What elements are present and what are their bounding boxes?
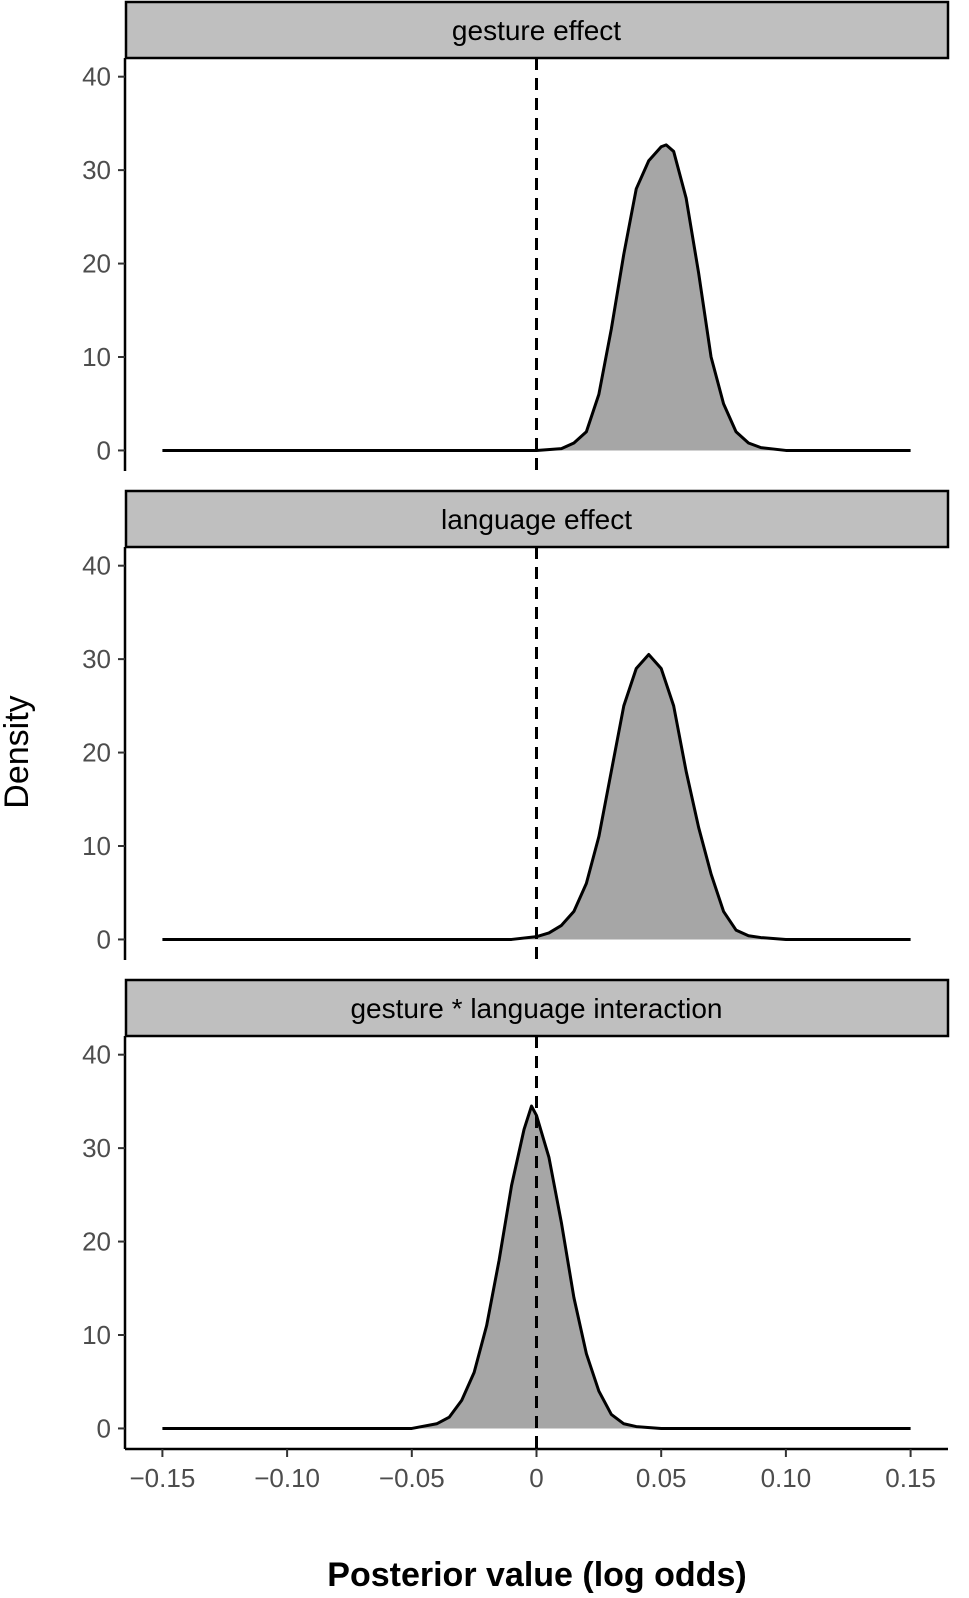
y-tick-label: 0 [97,1413,111,1443]
y-tick-label: 30 [82,155,111,185]
y-tick-label: 0 [97,435,111,465]
facets-layer: gesture effect 0 10 20 30 40 language effect 0 1… [82,0,950,1449]
facet-panel: gesture effect 0 10 20 30 40 [82,0,950,471]
y-tick-label: 10 [82,1320,111,1350]
facet-strip-label: language effect [441,504,632,535]
density-line [162,1104,911,1430]
facet-strip-label: gesture * language interaction [350,993,722,1024]
y-tick-label: 20 [82,1227,111,1257]
x-tick-label: −0.15 [130,1463,196,1493]
y-tick-label: 0 [97,924,111,954]
facet-panel: gesture * language interaction 0 10 20 30 40 [82,978,950,1449]
y-tick-label: 20 [82,249,111,279]
x-tick-label: 0 [529,1463,543,1493]
x-axis-title: Posterior value (log odds) [327,1556,746,1594]
facet-strip-label: gesture effect [452,15,621,46]
density-line [162,652,911,941]
x-tick-label: −0.10 [254,1463,320,1493]
y-tick-label: 10 [82,342,111,372]
x-tick-label: 0.05 [636,1463,687,1493]
facet-panel: language effect 0 10 20 30 40 [82,489,950,960]
y-tick-label: 30 [82,1133,111,1163]
x-tick-label: 0.10 [761,1463,812,1493]
density-line [162,143,911,452]
x-tick-label: 0.15 [885,1463,936,1493]
x-axis: −0.15 −0.10 −0.05 0 0.05 0.10 0.15 [125,1447,948,1493]
y-axis-title: Density [0,695,36,808]
x-tick-label: −0.05 [379,1463,445,1493]
y-tick-label: 30 [82,644,111,674]
y-tick-label: 40 [82,1040,111,1070]
y-tick-label: 40 [82,551,111,581]
y-tick-label: 20 [82,738,111,768]
y-tick-label: 40 [82,62,111,92]
facet-strip [124,0,950,60]
y-tick-label: 10 [82,831,111,861]
